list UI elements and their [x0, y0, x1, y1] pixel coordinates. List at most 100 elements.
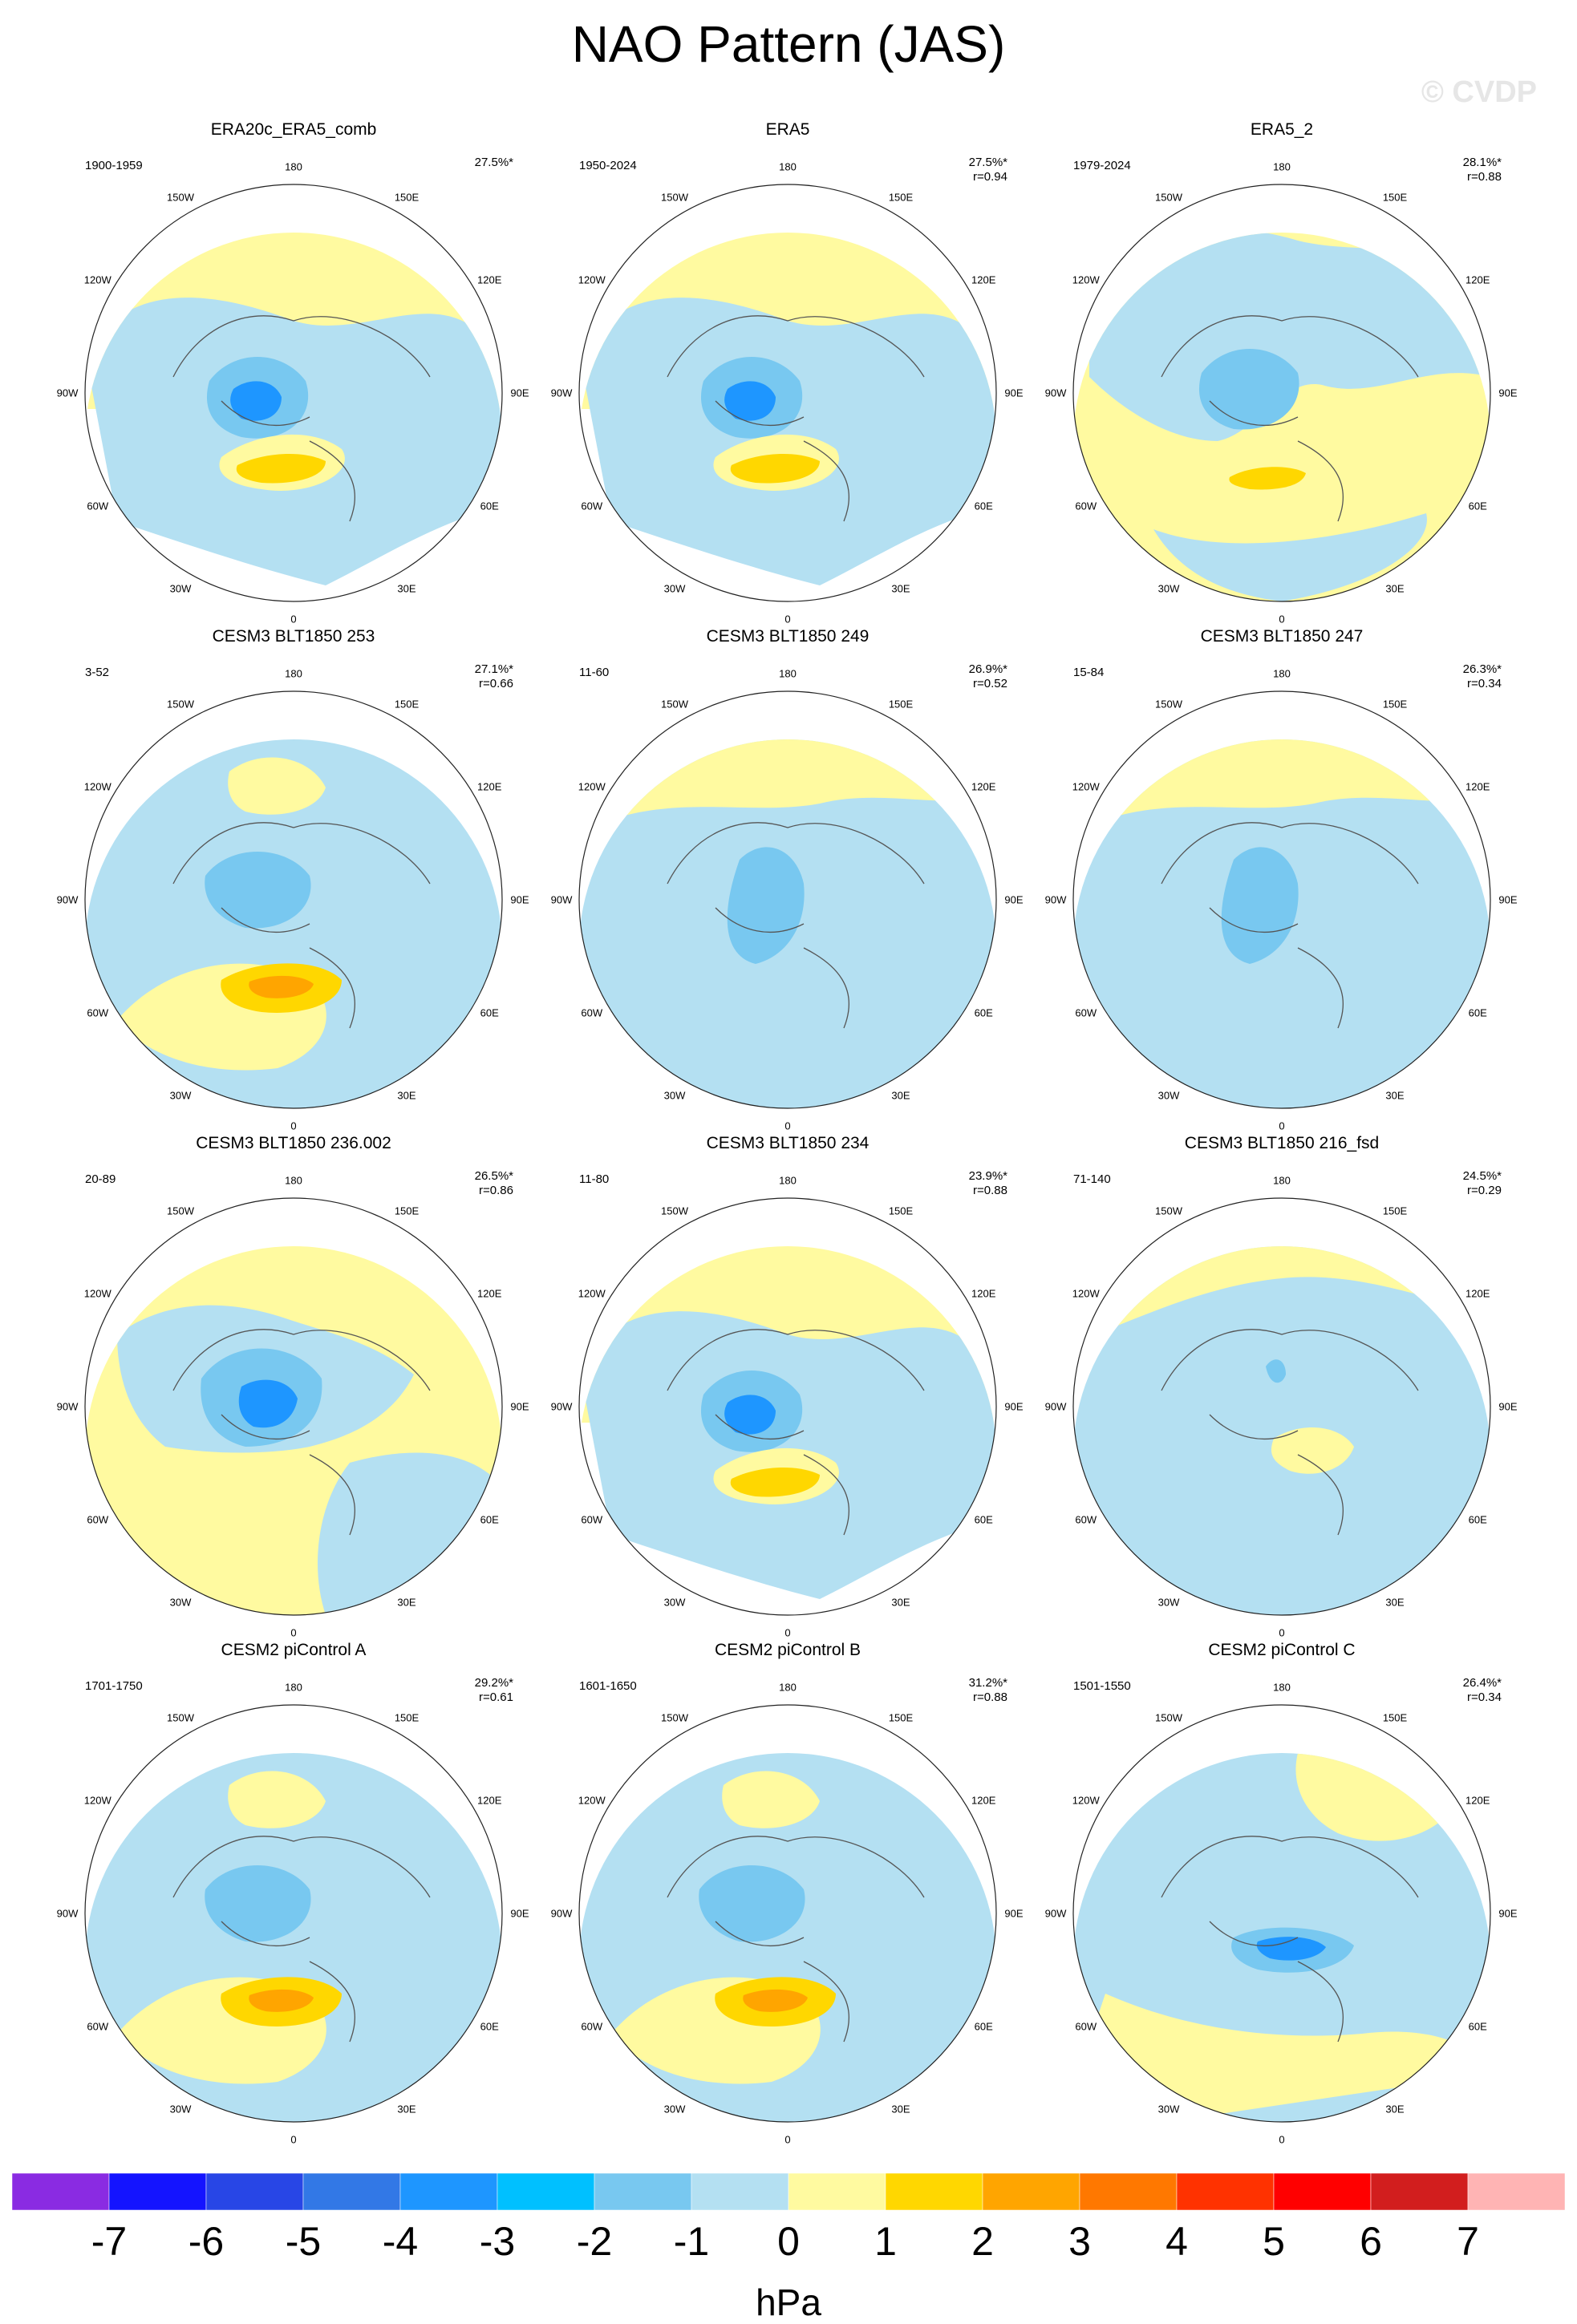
longitude-label: 60E — [974, 2020, 993, 2033]
colorbar-tick-label: -5 — [285, 2219, 322, 2264]
panel-stats: 26.9%* r=0.52 — [969, 662, 1007, 691]
panel-years: 1979-2024 — [1073, 159, 1131, 172]
colorbar-tick-label: 5 — [1263, 2219, 1285, 2264]
longitude-label: 30E — [397, 582, 416, 595]
longitude-label: 150E — [394, 1205, 420, 1217]
longitude-label: 30E — [891, 1596, 910, 1609]
map-border — [1072, 1197, 1491, 1616]
colorbar — [12, 2173, 1565, 2211]
longitude-label: 120W — [83, 1287, 111, 1300]
panel-title: CESM3 BLT1850 253 — [212, 627, 375, 646]
pressure-anomaly-region — [1221, 847, 1299, 964]
longitude-label: 30E — [1385, 1089, 1405, 1102]
longitude-label: 60W — [87, 1006, 109, 1019]
longitude-label: 180 — [1273, 1681, 1291, 1694]
colorbar-tick-label: -6 — [188, 2219, 225, 2264]
coastline — [667, 822, 925, 1029]
polar-map — [578, 1197, 997, 1616]
polar-map — [84, 690, 503, 1109]
polar-map — [1072, 1197, 1491, 1616]
longitude-label: 0 — [290, 1119, 297, 1132]
longitude-label: 60W — [87, 2020, 109, 2033]
longitude-label: 150W — [1155, 698, 1182, 711]
longitude-label: 90W — [56, 1400, 79, 1413]
panel-stats: 27.1%* r=0.66 — [475, 662, 513, 691]
longitude-label: 90E — [1004, 893, 1024, 906]
longitude-label: 0 — [290, 2133, 297, 2146]
panel-title: CESM2 piControl C — [1208, 1641, 1356, 1659]
longitude-label: 150E — [888, 1711, 914, 1724]
longitude-label: 90E — [1498, 1907, 1518, 1920]
map-panel: CESM3 BLT1850 253 3-52 27.1%* r=0.66 180 150E… — [57, 627, 529, 1132]
longitude-label: 150E — [394, 698, 420, 711]
pattern-correlation: r=0.88 — [973, 1690, 1007, 1704]
pressure-anomaly-region — [743, 1989, 808, 2012]
colorbar-swatch — [594, 2173, 692, 2211]
longitude-label: 90E — [1004, 1907, 1024, 1920]
variance-explained: 26.4%* — [1462, 1676, 1502, 1690]
longitude-label: 150W — [167, 698, 194, 711]
longitude-label: 120W — [1072, 1287, 1100, 1300]
map-border — [84, 1704, 503, 2123]
longitude-label: 60W — [1075, 1006, 1097, 1019]
pressure-anomaly-region — [318, 1452, 502, 1615]
pressure-anomaly-region — [1256, 1937, 1326, 1961]
map-panel: CESM2 piControl C 1501-1550 26.4%* r=0.34 18… — [1045, 1641, 1518, 2146]
colorbar-swatch — [982, 2173, 1080, 2211]
variance-explained: 28.1%* — [1462, 156, 1502, 169]
map-panel: CESM3 BLT1850 236.002 20-89 26.5%* r=0.86 18… — [57, 1134, 529, 1639]
pattern-correlation: r=0.94 — [973, 170, 1007, 184]
pressure-anomaly-region — [1229, 467, 1306, 490]
longitude-label: 180 — [779, 160, 797, 173]
longitude-label: 60W — [1075, 500, 1097, 512]
map-border — [578, 1197, 997, 1616]
longitude-label: 150W — [167, 191, 194, 204]
pressure-anomaly-region — [249, 1989, 314, 2012]
longitude-label: 120E — [1466, 1794, 1490, 1807]
panel-years: 1601-1650 — [579, 1679, 637, 1693]
longitude-label: 120E — [971, 1794, 996, 1807]
longitude-label: 150E — [888, 191, 914, 204]
longitude-label: 150W — [1155, 191, 1182, 204]
longitude-label: 90E — [510, 893, 529, 906]
longitude-label: 60E — [480, 500, 499, 512]
panel-years: 15-84 — [1073, 666, 1105, 679]
map-border — [1072, 184, 1491, 602]
longitude-label: 30W — [1157, 2103, 1180, 2115]
pressure-anomaly-region — [228, 757, 326, 815]
map-border — [84, 690, 503, 1109]
panel-stats: 29.2%* r=0.61 — [475, 1676, 513, 1705]
longitude-label: 120E — [971, 273, 996, 286]
longitude-label: 0 — [1279, 1626, 1285, 1639]
longitude-label: 60W — [87, 500, 109, 512]
pattern-correlation: r=0.88 — [1467, 170, 1502, 184]
map-border — [84, 1197, 503, 1616]
longitude-label: 180 — [779, 667, 797, 680]
map-border — [578, 1704, 997, 2123]
colorbar-tick-label: -7 — [91, 2219, 128, 2264]
colorbar-tick-label: -4 — [382, 2219, 419, 2264]
longitude-label: 30E — [891, 582, 910, 595]
longitude-label: 30W — [663, 582, 686, 595]
panel-title: CESM3 BLT1850 247 — [1200, 627, 1364, 646]
panel-title: CESM3 BLT1850 249 — [706, 627, 870, 646]
longitude-label: 30W — [663, 1596, 686, 1609]
longitude-label: 30E — [891, 1089, 910, 1102]
longitude-label: 0 — [290, 613, 297, 626]
pattern-correlation: r=0.29 — [1467, 1184, 1502, 1197]
longitude-label: 90E — [510, 1907, 529, 1920]
longitude-label: 180 — [285, 160, 302, 173]
colorbar-swatch — [1467, 2173, 1565, 2211]
longitude-label: 30E — [397, 1089, 416, 1102]
panel-years: 1501-1550 — [1073, 1679, 1131, 1693]
panel-title: CESM3 BLT1850 236.002 — [196, 1134, 391, 1152]
coastline — [172, 822, 431, 1029]
longitude-label: 30E — [891, 2103, 910, 2115]
longitude-label: 180 — [779, 1174, 797, 1187]
panel-years: 1900-1959 — [85, 159, 143, 172]
longitude-label: 30W — [663, 1089, 686, 1102]
coastline — [172, 315, 431, 522]
colorbar-swatch — [1370, 2173, 1469, 2211]
longitude-label: 120W — [1072, 1794, 1100, 1807]
longitude-label: 120W — [1072, 780, 1100, 793]
